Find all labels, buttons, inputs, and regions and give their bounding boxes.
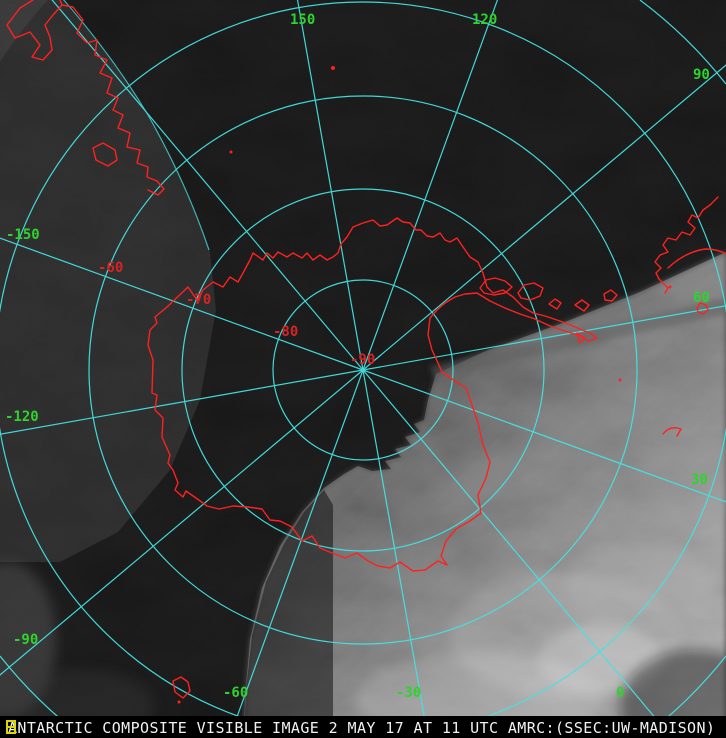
sector-edge-arc	[62, 0, 210, 251]
latitude-circle-70s	[181, 188, 545, 552]
longitude-label: 150	[290, 12, 316, 28]
latitude-circle-80s	[272, 279, 454, 461]
latitude-label: -60	[98, 260, 124, 276]
south-america-coastline	[6, 0, 165, 196]
peninsula-islands	[479, 277, 618, 344]
latitude-label: -90	[350, 352, 376, 368]
latitude-circle-60s	[88, 95, 638, 645]
longitude-label: 90	[693, 67, 710, 83]
latitude-label: -80	[273, 324, 299, 340]
latitude-label: -70	[186, 292, 212, 308]
coastline-layer	[6, 0, 726, 704]
longitude-label: -120	[5, 409, 39, 425]
longitude-label: -90	[13, 632, 39, 648]
longitude-label: 30	[691, 472, 708, 488]
longitude-label: 0	[616, 685, 625, 701]
longitude-label: -60	[223, 685, 249, 701]
longitude-label: 120	[472, 12, 498, 28]
longitude-label: 60	[693, 290, 710, 306]
latitude-circle-40s	[639, 0, 726, 85]
longitude-label: -150	[6, 227, 40, 243]
status-bar-text: ANTARCTIC COMPOSITE VISIBLE IMAGE 2 MAY …	[8, 719, 716, 737]
antarctica-coastline	[147, 217, 598, 572]
yellow-cursor-icon[interactable]	[6, 720, 16, 734]
south-georgia-islands	[654, 196, 726, 315]
longitude-label: -30	[396, 685, 422, 701]
small-islands	[172, 66, 682, 704]
status-bar: ANTARCTIC COMPOSITE VISIBLE IMAGE 2 MAY …	[0, 716, 726, 738]
